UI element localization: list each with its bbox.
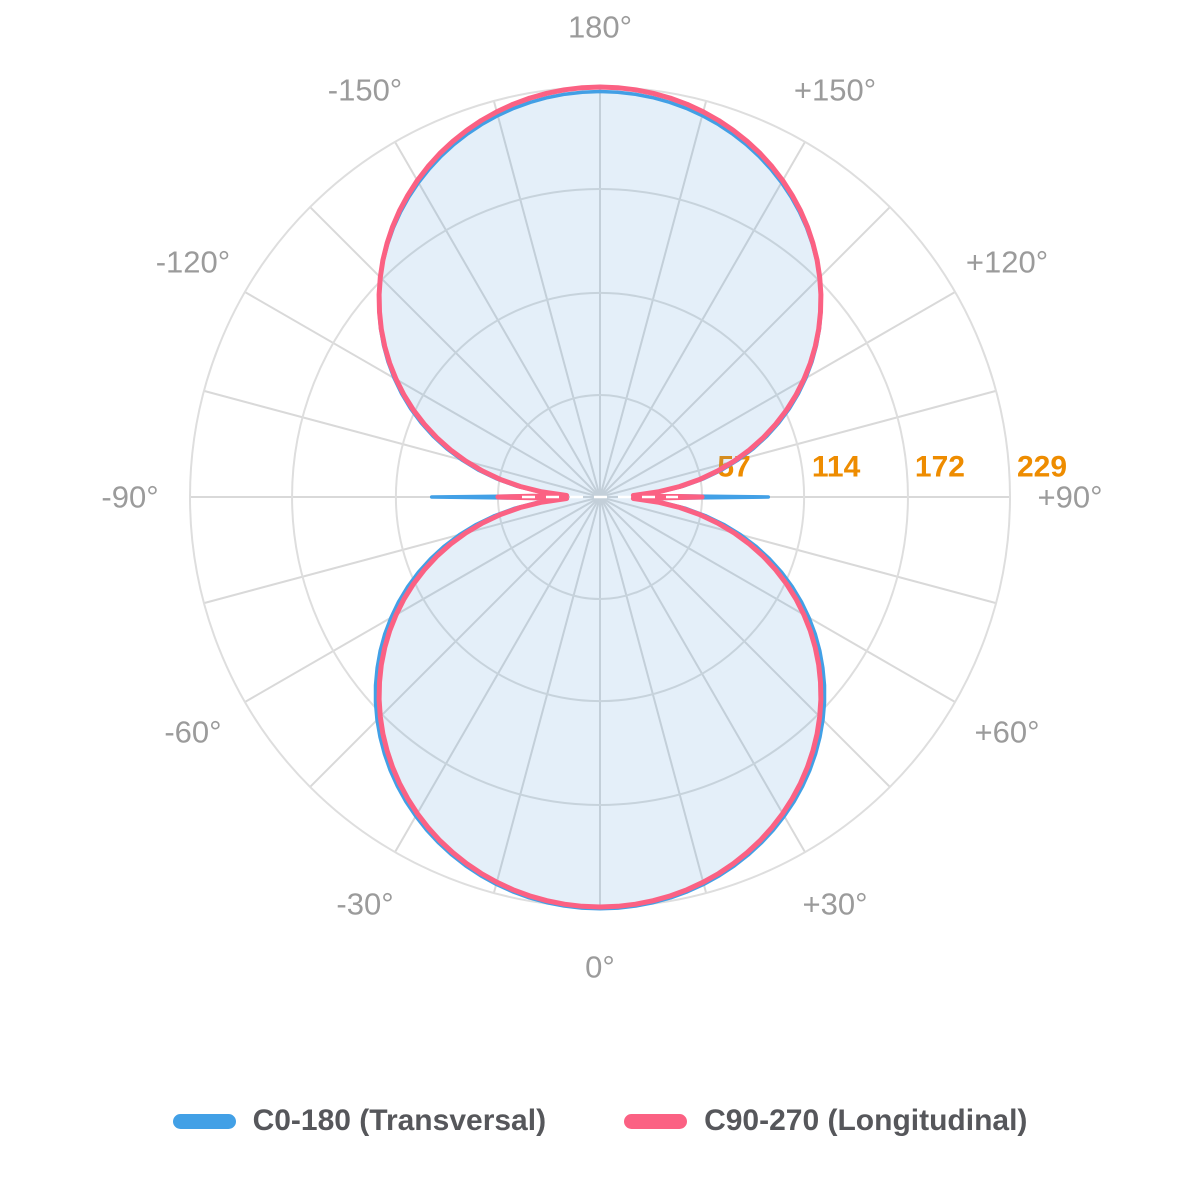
angle-label-120: +120° [966, 245, 1048, 280]
angle-label-180: 180° [568, 10, 632, 45]
angle-label--120: -120° [156, 245, 230, 280]
legend: C0-180 (Transversal) C90-270 (Longitudin… [0, 1098, 1200, 1144]
legend-label-c0-180: C0-180 (Transversal) [252, 1104, 547, 1137]
legend-label-c90-270: C90-270 (Longitudinal) [704, 1104, 1028, 1137]
angle-label-150: +150° [794, 72, 876, 107]
legend-item-c90-270[interactable]: C90-270 (Longitudinal) [624, 1104, 1027, 1138]
radial-tick-label-172: 172 [915, 451, 965, 484]
grid-ring [394, 291, 806, 703]
legend-swatch-c90-270 [624, 1113, 688, 1129]
angle-label-0: 0° [585, 950, 615, 985]
series-curve-c0-180 [373, 89, 827, 911]
polar-chart-svg: 0° +30° +60° +90° +120° +150° 180° -150° -120° -9… [101, 10, 1103, 985]
radial-tick-label-114: 114 [812, 451, 861, 484]
grid-ring [291, 188, 909, 806]
angle-label--30: -30° [336, 887, 393, 922]
angle-label--60: -60° [164, 715, 221, 750]
angle-label-30: +30° [803, 887, 868, 922]
legend-swatch-c0-180 [172, 1113, 236, 1129]
angle-label-90: +90° [1038, 480, 1103, 515]
legend-item-c0-180[interactable]: C0-180 (Transversal) [172, 1104, 547, 1138]
angle-label--90: -90° [101, 480, 158, 515]
angle-label--150: -150° [328, 72, 402, 107]
angle-label-60: +60° [975, 715, 1040, 750]
radial-tick-label-229: 229 [1017, 451, 1067, 484]
